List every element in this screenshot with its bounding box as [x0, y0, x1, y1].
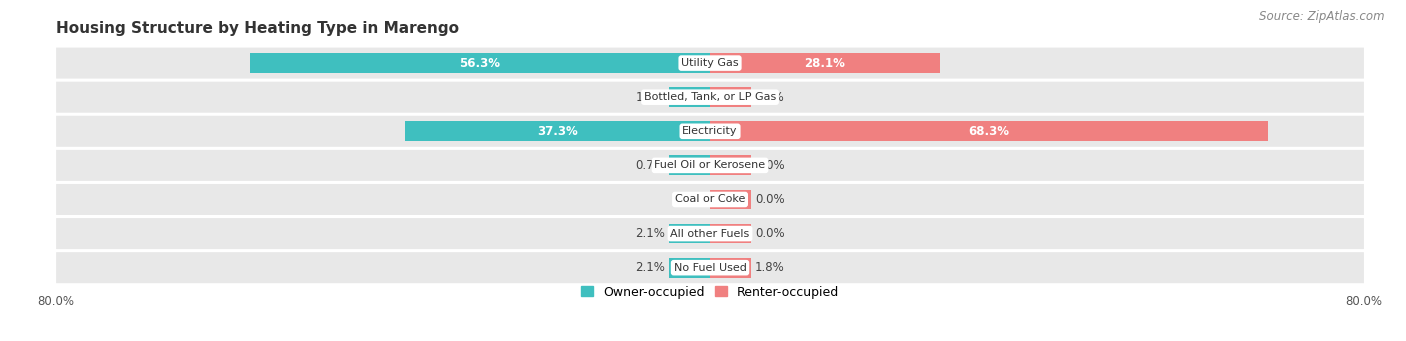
- FancyBboxPatch shape: [56, 252, 1364, 283]
- Bar: [669, 155, 710, 175]
- Text: No Fuel Used: No Fuel Used: [673, 263, 747, 273]
- Text: 1.4%: 1.4%: [636, 91, 665, 104]
- Bar: [710, 258, 751, 278]
- Text: 0.0%: 0.0%: [755, 159, 785, 172]
- Bar: [669, 224, 710, 243]
- Text: 0.0%: 0.0%: [755, 193, 785, 206]
- FancyBboxPatch shape: [56, 218, 1364, 249]
- FancyBboxPatch shape: [56, 81, 1364, 113]
- FancyBboxPatch shape: [56, 116, 1364, 147]
- Text: 68.3%: 68.3%: [969, 125, 1010, 138]
- Bar: [405, 121, 710, 141]
- Text: All other Fuels: All other Fuels: [671, 228, 749, 239]
- Text: Electricity: Electricity: [682, 126, 738, 136]
- Text: Source: ZipAtlas.com: Source: ZipAtlas.com: [1260, 10, 1385, 23]
- Bar: [710, 87, 751, 107]
- Text: Fuel Oil or Kerosene: Fuel Oil or Kerosene: [654, 160, 766, 170]
- Bar: [710, 155, 751, 175]
- Bar: [710, 121, 1268, 141]
- FancyBboxPatch shape: [56, 150, 1364, 181]
- Bar: [669, 258, 710, 278]
- Text: 1.8%: 1.8%: [755, 261, 785, 274]
- Text: 2.1%: 2.1%: [636, 227, 665, 240]
- Text: 2.1%: 2.1%: [636, 261, 665, 274]
- Text: 1.8%: 1.8%: [755, 91, 785, 104]
- Bar: [710, 224, 751, 243]
- FancyBboxPatch shape: [56, 48, 1364, 79]
- Text: 0.7%: 0.7%: [636, 159, 665, 172]
- Text: 28.1%: 28.1%: [804, 57, 845, 70]
- Text: Housing Structure by Heating Type in Marengo: Housing Structure by Heating Type in Mar…: [56, 20, 460, 35]
- Text: Utility Gas: Utility Gas: [682, 58, 738, 68]
- Bar: [710, 190, 751, 209]
- Text: 0.0%: 0.0%: [755, 227, 785, 240]
- FancyBboxPatch shape: [56, 184, 1364, 215]
- Legend: Owner-occupied, Renter-occupied: Owner-occupied, Renter-occupied: [575, 281, 845, 303]
- Text: 37.3%: 37.3%: [537, 125, 578, 138]
- Text: 0.0%: 0.0%: [676, 193, 706, 206]
- Text: Bottled, Tank, or LP Gas: Bottled, Tank, or LP Gas: [644, 92, 776, 102]
- Text: Coal or Coke: Coal or Coke: [675, 194, 745, 205]
- Bar: [250, 53, 710, 73]
- Bar: [710, 53, 939, 73]
- Text: 56.3%: 56.3%: [460, 57, 501, 70]
- Bar: [669, 87, 710, 107]
